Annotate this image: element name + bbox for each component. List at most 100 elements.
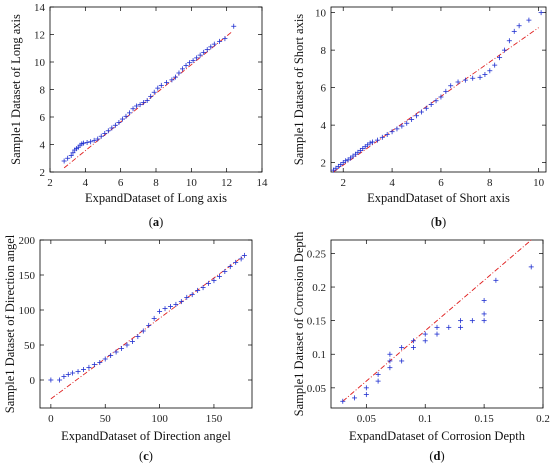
data-point [399,358,405,364]
data-point [102,356,108,362]
data-point [195,287,201,293]
data-point [194,55,200,61]
data-point [409,117,415,122]
y-tick-label: 6 [321,83,327,95]
data-point [98,133,104,139]
reference-line [333,27,539,173]
data-point [108,353,114,358]
data-point [422,338,428,344]
chart-panel-1: 2 4 6 8 10 12 14 2 4 6 8 10 12 14 ExpandDataset of Lon… [9,2,268,229]
y-tick-label: 0 [30,375,36,387]
y-tick-label: 150 [19,270,36,282]
data-point [399,345,405,351]
reference-line [50,255,245,400]
data-point [180,66,185,72]
data-point [384,132,390,137]
data-point [506,38,512,44]
data-point [151,315,157,321]
y-tick-label: 2 [40,167,46,179]
data-point [448,83,454,89]
data-point [428,102,434,107]
x-tick-label: 4 [389,177,395,189]
data-point [68,153,74,158]
data-point [97,360,103,365]
plot-frame [39,239,253,409]
x-axis-label: ExpandDataset of Long axis [85,191,227,205]
data-point [119,116,125,122]
x-axis-label: ExpandDataset of Short axis [367,191,510,205]
data-point [231,23,237,29]
x-tick-label: 6 [118,177,124,189]
data-point [123,113,129,119]
data-point [511,28,517,34]
data-point [155,85,161,91]
data-point [410,338,416,344]
data-point [113,349,119,355]
data-point [217,38,223,44]
data-point [434,331,440,337]
data-point [119,346,125,351]
data-point [91,137,97,143]
data-point [70,370,76,376]
data-point [216,273,222,279]
data-point [481,297,487,303]
data-point [178,299,184,305]
data-point [130,106,136,112]
x-tick-label: 0.15 [474,413,494,425]
y-axis-label: Sample1 Dataset of Corrosion Depth [292,231,306,416]
data-point [169,77,175,83]
data-point [418,109,424,115]
y-tick-label: 200 [19,235,36,247]
data-point [148,93,154,99]
data-point [455,79,461,85]
data-point [399,123,405,129]
x-axis-label: ExpandDataset of Direction angel [61,429,231,443]
data-point [204,47,210,53]
y-axis-label: Sample1 Dataset of Direction angel [3,234,17,413]
data-point [227,264,233,270]
data-point [238,256,244,262]
plot-frame [49,6,263,173]
data-point [190,58,196,64]
data-point [433,98,439,104]
y-tick-label: 4 [321,120,327,132]
data-point [481,318,487,324]
x-tick-label: 4 [83,177,89,189]
data-point [200,285,206,291]
data-point [387,358,393,364]
x-tick-label: 14 [257,177,269,189]
y-tick-label: 0.05 [307,383,327,395]
x-tick-label: 50 [100,413,112,425]
data-point [389,129,395,135]
data-point [129,339,135,344]
reference-line [63,31,233,169]
data-point [526,17,532,23]
data-point [367,140,373,146]
data-point [414,113,420,119]
data-point [116,120,122,125]
data-point [48,377,54,383]
chart-panel-2: 2 4 6 8 10 2 4 6 8 10 ExpandDataset of Short axis S… [292,6,547,229]
data-point [61,158,67,164]
data-point [538,10,544,16]
data-point [157,308,163,314]
data-point [187,60,193,66]
y-tick-label: 10 [315,8,327,20]
data-point [102,131,108,136]
data-point [379,134,385,140]
data-point [95,136,101,142]
x-tick-label: 10 [533,177,545,189]
plot-frame [330,239,544,409]
data-point [70,150,76,156]
data-point [112,122,118,128]
data-point [458,324,464,330]
data-point [176,70,182,76]
data-point [75,369,81,375]
data-point [422,331,428,337]
data-point [211,41,217,47]
x-axis-label: ExpandDataset of Corrosion Depth [349,429,526,443]
y-tick-label: 0.1 [312,349,326,361]
data-point [127,110,132,116]
data-point [404,120,410,126]
y-tick-label: 10 [34,57,46,69]
